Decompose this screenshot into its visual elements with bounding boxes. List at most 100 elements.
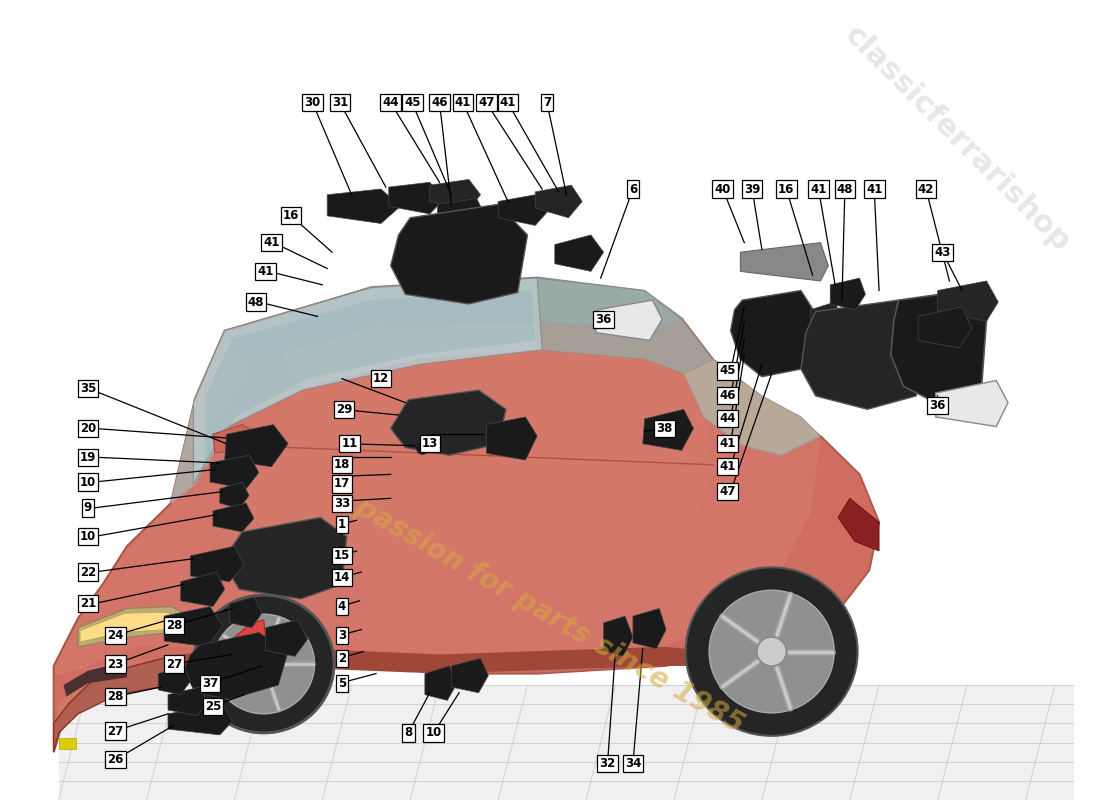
Text: 10: 10 [426,726,442,739]
Text: 42: 42 [917,182,934,195]
Polygon shape [596,300,662,340]
Circle shape [194,595,334,733]
Text: 44: 44 [719,412,736,426]
Polygon shape [388,182,444,214]
Text: 13: 13 [421,438,438,450]
Polygon shape [937,281,998,321]
Text: 16: 16 [778,182,794,195]
Text: 29: 29 [336,402,352,416]
Text: 41: 41 [499,96,516,110]
Polygon shape [158,666,190,694]
Text: 8: 8 [404,726,412,739]
Polygon shape [168,704,232,735]
Circle shape [685,567,858,736]
Text: 41: 41 [263,236,279,249]
Polygon shape [451,658,488,693]
Text: 5: 5 [338,677,346,690]
Polygon shape [730,290,815,377]
Text: 41: 41 [719,460,736,474]
Polygon shape [230,350,713,568]
Polygon shape [425,666,458,701]
Text: 16: 16 [283,210,299,222]
Polygon shape [213,425,254,454]
Polygon shape [54,436,879,752]
Text: 24: 24 [107,629,123,642]
Text: 9: 9 [84,502,92,514]
Text: 48: 48 [248,295,264,309]
Polygon shape [891,290,987,400]
Text: 10: 10 [80,530,96,543]
Text: 41: 41 [866,182,882,195]
Circle shape [213,614,315,714]
Text: 4: 4 [338,600,346,613]
Polygon shape [213,503,254,532]
Polygon shape [224,277,684,359]
Polygon shape [632,609,667,649]
Text: 11: 11 [342,438,358,450]
Polygon shape [58,685,1075,800]
Polygon shape [64,661,126,697]
Text: 45: 45 [404,96,420,110]
Text: 12: 12 [373,372,389,385]
Text: 41: 41 [811,182,827,195]
Polygon shape [230,597,262,628]
Polygon shape [170,646,742,674]
Polygon shape [196,350,244,446]
Text: 27: 27 [107,725,123,738]
Text: 47: 47 [719,485,736,498]
Text: 7: 7 [543,96,551,110]
Polygon shape [54,656,170,752]
Text: 32: 32 [600,757,616,770]
Polygon shape [266,620,308,656]
Bar [58,738,76,750]
Polygon shape [604,616,632,656]
Polygon shape [327,189,400,223]
Polygon shape [486,417,537,460]
Polygon shape [438,198,486,235]
Text: 48: 48 [837,182,854,195]
Text: 34: 34 [625,757,641,770]
Text: 17: 17 [333,478,350,490]
Polygon shape [184,633,288,699]
Text: 18: 18 [333,458,350,471]
Text: 2: 2 [338,652,345,665]
Polygon shape [811,302,842,335]
Text: 43: 43 [934,246,950,258]
Text: 41: 41 [719,438,736,450]
Text: 25: 25 [205,700,221,713]
Circle shape [710,590,834,713]
Polygon shape [498,194,549,226]
Text: 40: 40 [715,182,732,195]
Polygon shape [210,455,258,489]
Polygon shape [170,321,302,503]
Polygon shape [78,606,196,646]
Polygon shape [80,612,190,642]
Text: 21: 21 [80,597,96,610]
Text: 37: 37 [202,677,218,690]
Text: classicferrarishop: classicferrarishop [838,21,1076,258]
Polygon shape [390,390,506,455]
Text: 27: 27 [166,658,182,670]
Polygon shape [194,278,542,484]
Text: 23: 23 [107,658,123,670]
Polygon shape [740,242,828,281]
Text: 3: 3 [338,629,345,642]
Text: 6: 6 [629,182,637,195]
Polygon shape [220,482,249,509]
Polygon shape [936,381,1008,426]
Polygon shape [554,235,604,271]
Polygon shape [227,518,346,599]
Polygon shape [536,185,582,218]
Text: 31: 31 [332,96,348,110]
Text: 15: 15 [333,550,350,562]
Text: 38: 38 [656,422,672,435]
Circle shape [757,637,786,666]
Polygon shape [684,359,821,455]
Polygon shape [224,425,288,466]
Text: 22: 22 [80,566,96,578]
Text: 36: 36 [930,399,946,412]
Polygon shape [838,498,879,551]
Polygon shape [54,278,879,752]
Text: 47: 47 [478,96,495,110]
Polygon shape [801,300,923,410]
